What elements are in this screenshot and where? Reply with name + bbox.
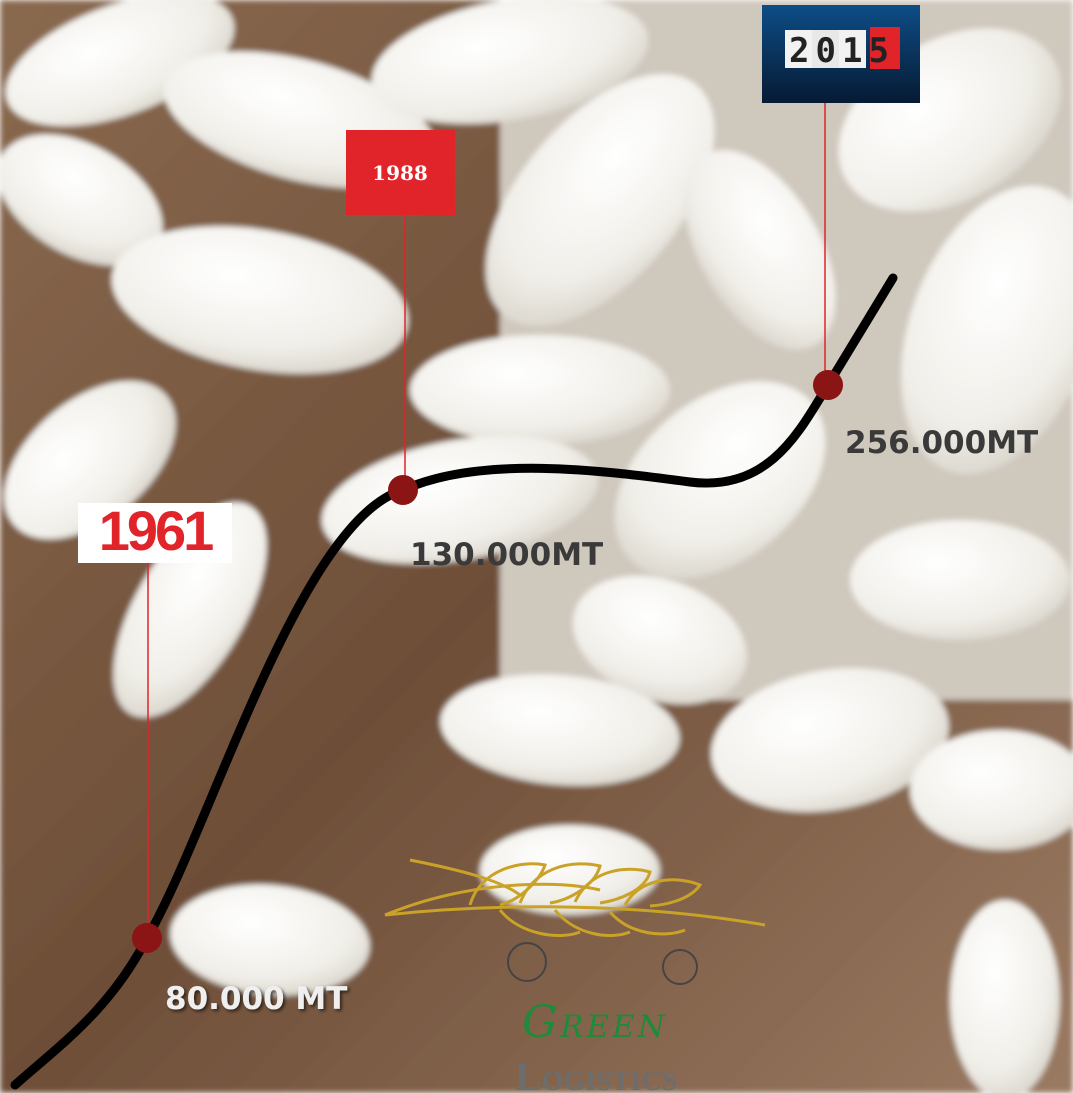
year-label: 1961 bbox=[99, 499, 213, 562]
logo-text: Logistics bbox=[515, 1054, 677, 1093]
amount-label: 130.000MT bbox=[410, 537, 603, 573]
year-label: 1988 bbox=[372, 161, 428, 185]
milestone-dot bbox=[388, 475, 418, 505]
milestone-dot bbox=[813, 370, 843, 400]
year-label: 2015 bbox=[789, 31, 895, 71]
amount-label: 256.000MT bbox=[845, 425, 1038, 461]
infographic: 1961 1988 2015 80.000 MT 130.000MT 256.0… bbox=[0, 0, 1073, 1093]
amount-label: 80.000 MT bbox=[165, 981, 347, 1017]
logo-text: Green bbox=[522, 997, 668, 1048]
milestone-dot bbox=[132, 923, 162, 953]
